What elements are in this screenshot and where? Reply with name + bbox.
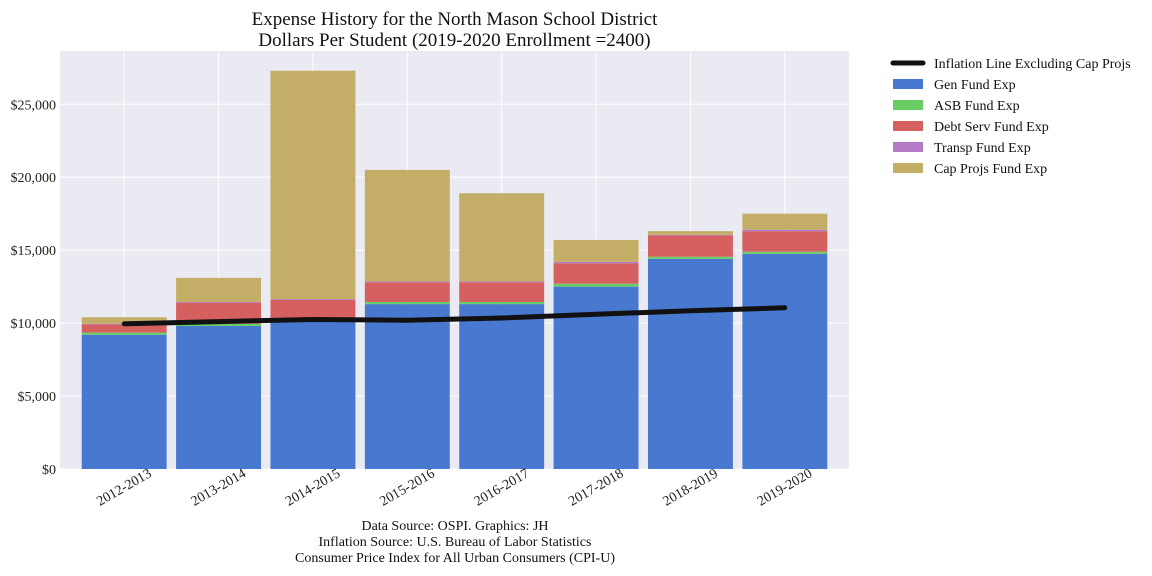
x-tick-label: 2016-2017 (472, 466, 532, 509)
legend-swatch (893, 100, 923, 110)
bar-transp-fund-exp-2016-2017 (459, 281, 545, 283)
bar-transp-fund-exp-2019-2020 (742, 229, 828, 232)
bars (81, 70, 828, 469)
bar-debt-serv-fund-exp-2012-2013 (81, 324, 167, 333)
x-tick-label: 2017-2018 (566, 466, 626, 509)
bar-debt-serv-fund-exp-2019-2020 (742, 231, 828, 252)
x-tick-label: 2015-2016 (378, 466, 438, 509)
bar-transp-fund-exp-2015-2016 (364, 281, 450, 283)
bar-debt-serv-fund-exp-2014-2015 (270, 299, 356, 318)
bar-cap-projs-fund-exp-2017-2018 (553, 239, 639, 262)
legend-label: Transp Fund Exp (934, 141, 1031, 156)
footnote-line: Consumer Price Index for All Urban Consu… (295, 551, 615, 566)
bar-gen-fund-exp-2018-2019 (647, 258, 733, 469)
bar-cap-projs-fund-exp-2013-2014 (176, 277, 262, 302)
x-tick-label: 2012-2013 (94, 466, 154, 509)
legend-item: Transp Fund Exp (893, 141, 1031, 156)
legend-swatch (893, 142, 923, 152)
inflation-line (121, 305, 788, 327)
legend-item: Cap Projs Fund Exp (893, 162, 1047, 177)
chart-title-line: Expense History for the North Mason Scho… (252, 9, 659, 30)
bar-transp-fund-exp-2013-2014 (176, 301, 262, 303)
bar-debt-serv-fund-exp-2015-2016 (364, 282, 450, 302)
bar-asb-fund-exp-2016-2017 (459, 301, 545, 305)
bar-gen-fund-exp-2013-2014 (176, 326, 262, 469)
legend-item: ASB Fund Exp (893, 99, 1020, 114)
footnote-line: Data Source: OSPI. Graphics: JH (361, 519, 548, 534)
bar-gen-fund-exp-2014-2015 (270, 320, 356, 469)
legend-swatch (893, 121, 923, 131)
bar-gen-fund-exp-2012-2013 (81, 334, 167, 469)
bar-asb-fund-exp-2012-2013 (81, 332, 167, 335)
x-tick-label: 2018-2019 (661, 466, 721, 509)
bar-debt-serv-fund-exp-2018-2019 (647, 235, 733, 257)
x-tick-label: 2019-2020 (755, 466, 815, 509)
bar-asb-fund-exp-2017-2018 (553, 283, 639, 287)
legend-item: Gen Fund Exp (893, 78, 1016, 93)
bar-gen-fund-exp-2019-2020 (742, 253, 828, 469)
chart-title: Expense History for the North Mason Scho… (252, 9, 659, 51)
legend-label: ASB Fund Exp (934, 99, 1020, 114)
legend-item: Inflation Line Excluding Cap Projs (890, 57, 1131, 72)
legend-label: Debt Serv Fund Exp (934, 120, 1049, 135)
x-axis: 2012-2013 2013-2014 2014-2015 2015-2016 2016… (94, 466, 815, 509)
bar-gen-fund-exp-2016-2017 (459, 304, 545, 469)
y-tick-label: $20,000 (11, 171, 57, 186)
y-tick-label: $15,000 (11, 244, 57, 259)
bar-debt-serv-fund-exp-2017-2018 (553, 263, 639, 284)
bar-debt-serv-fund-exp-2016-2017 (459, 282, 545, 302)
bar-asb-fund-exp-2013-2014 (176, 323, 262, 327)
chart-title-line: Dollars Per Student (2019-2020 Enrollmen… (258, 30, 650, 51)
bar-transp-fund-exp-2018-2019 (647, 234, 733, 236)
footnote-line: Inflation Source: U.S. Bureau of Labor S… (319, 535, 592, 550)
legend-swatch (893, 163, 923, 173)
bar-asb-fund-exp-2018-2019 (647, 256, 733, 259)
y-tick-label: $0 (42, 463, 56, 478)
legend-label: Gen Fund Exp (934, 78, 1016, 93)
legend-label: Inflation Line Excluding Cap Projs (934, 57, 1131, 72)
y-axis: $0 $5,000 $10,000 $15,000 $20,000 $25,000 (11, 98, 57, 478)
y-tick-label: $5,000 (18, 390, 57, 405)
x-tick-label: 2013-2014 (189, 466, 249, 509)
bar-asb-fund-exp-2019-2020 (742, 251, 828, 254)
legend-swatch (893, 79, 923, 89)
bar-transp-fund-exp-2017-2018 (553, 261, 639, 264)
bar-gen-fund-exp-2015-2016 (364, 304, 450, 469)
y-tick-label: $10,000 (11, 317, 57, 332)
bar-cap-projs-fund-exp-2016-2017 (459, 193, 545, 282)
legend-label: Cap Projs Fund Exp (934, 162, 1047, 177)
legend-item: Debt Serv Fund Exp (893, 120, 1049, 135)
bar-debt-serv-fund-exp-2013-2014 (176, 302, 262, 324)
bar-cap-projs-fund-exp-2019-2020 (742, 213, 828, 230)
x-tick-label: 2014-2015 (283, 466, 343, 509)
bar-transp-fund-exp-2014-2015 (270, 299, 356, 300)
y-tick-label: $25,000 (11, 98, 57, 113)
bar-cap-projs-fund-exp-2015-2016 (364, 169, 450, 282)
inflation-line-group (121, 305, 788, 327)
bar-asb-fund-exp-2015-2016 (364, 301, 450, 305)
bar-cap-projs-fund-exp-2018-2019 (647, 231, 733, 235)
legend: Inflation Line Excluding Cap Projs Gen Fu… (890, 57, 1131, 177)
bar-cap-projs-fund-exp-2014-2015 (270, 70, 356, 300)
bar-cap-projs-fund-exp-2012-2013 (81, 317, 167, 324)
data-source-note: Data Source: OSPI. Graphics: JHInflation… (295, 519, 615, 566)
